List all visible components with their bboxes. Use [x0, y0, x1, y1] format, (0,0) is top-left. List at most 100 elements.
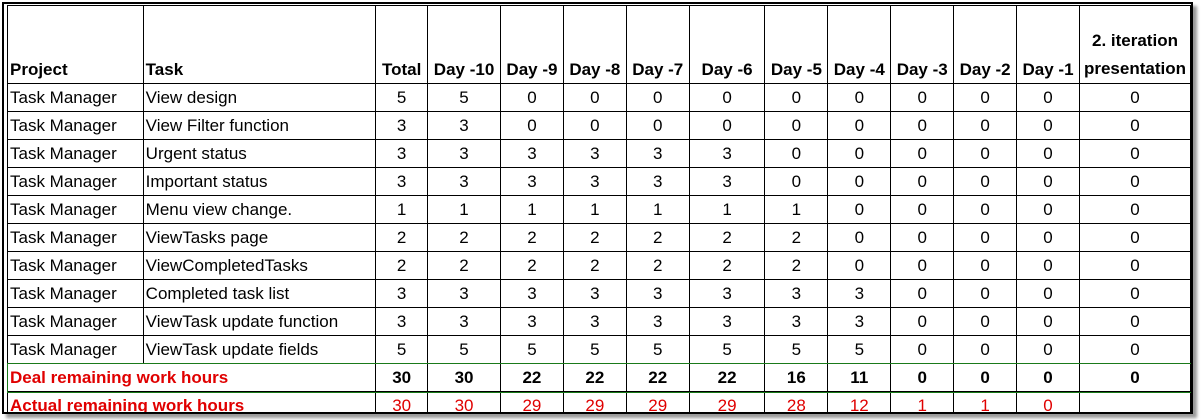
deal-day-cell[interactable]: 16 — [764, 363, 829, 392]
header-task[interactable]: Task — [142, 5, 377, 84]
actual-day-cell[interactable]: 12 — [827, 391, 892, 412]
deal-day-cell[interactable]: 11 — [827, 363, 892, 392]
actual-day-cell[interactable]: 1 — [890, 391, 955, 412]
day-cell[interactable]: 0 — [827, 167, 892, 196]
day-cell[interactable]: 0 — [953, 167, 1018, 196]
actual-total-cell[interactable]: 30 — [375, 391, 429, 412]
actual-day-cell[interactable]: 28 — [764, 391, 829, 412]
day-cell[interactable]: 3 — [499, 139, 564, 168]
deal-day-cell[interactable]: 22 — [625, 363, 690, 392]
task-cell[interactable]: View Filter function — [142, 111, 377, 140]
day-cell[interactable]: 0 — [1016, 307, 1080, 336]
day-cell[interactable]: 3 — [562, 279, 627, 308]
total-cell[interactable]: 5 — [375, 335, 429, 364]
day-cell[interactable]: 3 — [688, 167, 766, 196]
task-cell[interactable]: ViewTask update function — [142, 307, 377, 336]
day-cell[interactable]: 3 — [427, 111, 501, 140]
day-cell[interactable]: 0 — [890, 111, 955, 140]
day-cell[interactable]: 5 — [625, 335, 690, 364]
total-cell[interactable]: 3 — [375, 307, 429, 336]
task-cell[interactable]: Important status — [142, 167, 377, 196]
day-cell[interactable]: 5 — [827, 335, 892, 364]
day-cell[interactable]: 5 — [427, 83, 501, 112]
project-cell[interactable]: Task Manager — [7, 251, 144, 280]
day-cell[interactable]: 3 — [427, 139, 501, 168]
presentation-cell[interactable]: 0 — [1078, 279, 1191, 308]
header-day[interactable]: Day -3 — [890, 5, 955, 84]
day-cell[interactable]: 2 — [625, 251, 690, 280]
deal-remaining-label[interactable]: Deal remaining work hours — [6, 363, 377, 392]
day-cell[interactable]: 0 — [953, 279, 1018, 308]
day-cell[interactable]: 0 — [890, 251, 955, 280]
presentation-cell[interactable]: 0 — [1078, 307, 1191, 336]
day-cell[interactable]: 0 — [764, 111, 829, 140]
day-cell[interactable]: 3 — [625, 279, 690, 308]
day-cell[interactable]: 0 — [953, 83, 1018, 112]
day-cell[interactable]: 0 — [1016, 83, 1080, 112]
day-cell[interactable]: 1 — [688, 195, 766, 224]
task-cell[interactable]: Menu view change. — [142, 195, 377, 224]
day-cell[interactable]: 0 — [688, 111, 766, 140]
day-cell[interactable]: 1 — [427, 195, 501, 224]
header-project[interactable]: Project — [7, 5, 144, 84]
header-total[interactable]: Total — [375, 5, 429, 84]
actual-remaining-label[interactable]: Actual remaining work hours — [6, 391, 377, 412]
day-cell[interactable]: 5 — [562, 335, 627, 364]
project-cell[interactable]: Task Manager — [7, 279, 144, 308]
day-cell[interactable]: 0 — [953, 223, 1018, 252]
day-cell[interactable]: 0 — [1016, 195, 1080, 224]
task-cell[interactable]: View design — [142, 83, 377, 112]
day-cell[interactable]: 0 — [827, 195, 892, 224]
actual-day-cell[interactable]: 1 — [953, 391, 1018, 412]
day-cell[interactable]: 0 — [890, 307, 955, 336]
deal-presentation-cell[interactable]: 0 — [1078, 363, 1191, 392]
day-cell[interactable]: 0 — [953, 111, 1018, 140]
day-cell[interactable]: 1 — [499, 195, 564, 224]
day-cell[interactable]: 0 — [562, 111, 627, 140]
presentation-cell[interactable]: 0 — [1078, 139, 1191, 168]
day-cell[interactable]: 3 — [827, 279, 892, 308]
day-cell[interactable]: 3 — [427, 279, 501, 308]
day-cell[interactable]: 0 — [1016, 279, 1080, 308]
day-cell[interactable]: 0 — [1016, 167, 1080, 196]
day-cell[interactable]: 2 — [764, 251, 829, 280]
actual-day-cell[interactable]: 29 — [562, 391, 627, 412]
day-cell[interactable]: 0 — [953, 251, 1018, 280]
day-cell[interactable]: 0 — [827, 83, 892, 112]
project-cell[interactable]: Task Manager — [7, 83, 144, 112]
day-cell[interactable]: 1 — [562, 195, 627, 224]
deal-day-cell[interactable]: 22 — [499, 363, 564, 392]
day-cell[interactable]: 0 — [827, 139, 892, 168]
day-cell[interactable]: 0 — [827, 111, 892, 140]
total-cell[interactable]: 5 — [375, 83, 429, 112]
day-cell[interactable]: 2 — [562, 251, 627, 280]
day-cell[interactable]: 3 — [499, 167, 564, 196]
deal-day-cell[interactable]: 30 — [427, 363, 501, 392]
day-cell[interactable]: 0 — [562, 83, 627, 112]
day-cell[interactable]: 0 — [1016, 139, 1080, 168]
deal-day-cell[interactable]: 0 — [953, 363, 1018, 392]
project-cell[interactable]: Task Manager — [7, 167, 144, 196]
deal-day-cell[interactable]: 22 — [688, 363, 766, 392]
day-cell[interactable]: 3 — [625, 139, 690, 168]
header-day[interactable]: Day -6 — [688, 5, 766, 84]
deal-total-cell[interactable]: 30 — [375, 363, 429, 392]
day-cell[interactable]: 2 — [499, 223, 564, 252]
day-cell[interactable]: 0 — [827, 251, 892, 280]
total-cell[interactable]: 2 — [375, 223, 429, 252]
header-day[interactable]: Day -9 — [499, 5, 564, 84]
day-cell[interactable]: 3 — [427, 307, 501, 336]
project-cell[interactable]: Task Manager — [7, 335, 144, 364]
day-cell[interactable]: 3 — [625, 167, 690, 196]
day-cell[interactable]: 0 — [1016, 111, 1080, 140]
header-day[interactable]: Day -4 — [827, 5, 892, 84]
day-cell[interactable]: 0 — [499, 111, 564, 140]
day-cell[interactable]: 0 — [890, 139, 955, 168]
day-cell[interactable]: 5 — [427, 335, 501, 364]
day-cell[interactable]: 0 — [499, 83, 564, 112]
day-cell[interactable]: 0 — [890, 195, 955, 224]
total-cell[interactable]: 3 — [375, 279, 429, 308]
day-cell[interactable]: 3 — [764, 279, 829, 308]
day-cell[interactable]: 0 — [890, 223, 955, 252]
day-cell[interactable]: 5 — [499, 335, 564, 364]
